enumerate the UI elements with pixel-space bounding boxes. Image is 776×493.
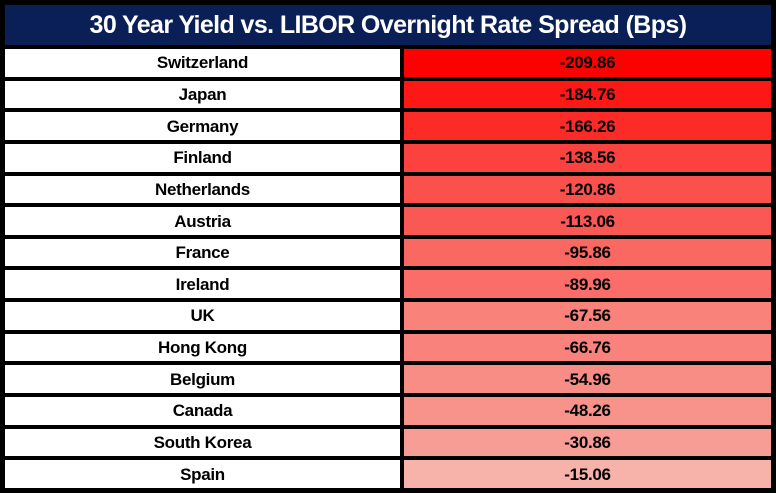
table-row: Spain -15.06 bbox=[5, 456, 771, 488]
table-row: Ireland -89.96 bbox=[5, 266, 771, 299]
table-row: South Korea -30.86 bbox=[5, 424, 771, 457]
country-cell: Canada bbox=[5, 397, 404, 425]
value-cell: -113.06 bbox=[404, 207, 771, 235]
value-cell: -138.56 bbox=[404, 143, 771, 172]
country-cell: Germany bbox=[5, 112, 404, 140]
table-row: Austria -113.06 bbox=[5, 203, 771, 235]
country-cell: Spain bbox=[5, 460, 404, 488]
value-cell: -120.86 bbox=[404, 175, 771, 204]
value-cell: -89.96 bbox=[404, 270, 771, 299]
country-cell: Switzerland bbox=[5, 49, 404, 77]
value-cell: -66.76 bbox=[404, 333, 771, 362]
value-cell: -15.06 bbox=[404, 460, 771, 488]
rows-container: Switzerland -209.86 Japan -184.76 German… bbox=[5, 45, 771, 488]
country-cell: Finland bbox=[5, 143, 404, 172]
value-cell: -67.56 bbox=[404, 302, 771, 330]
table-row: Netherlands -120.86 bbox=[5, 171, 771, 204]
table-row: Hong Kong -66.76 bbox=[5, 329, 771, 362]
value-cell: -48.26 bbox=[404, 397, 771, 425]
country-cell: UK bbox=[5, 302, 404, 330]
value-cell: -209.86 bbox=[404, 49, 771, 77]
country-cell: Ireland bbox=[5, 270, 404, 299]
country-cell: Belgium bbox=[5, 365, 404, 394]
country-cell: Hong Kong bbox=[5, 333, 404, 362]
table-row: France -95.86 bbox=[5, 234, 771, 267]
table-row: Belgium -54.96 bbox=[5, 361, 771, 394]
value-cell: -54.96 bbox=[404, 365, 771, 394]
table-row: Switzerland -209.86 bbox=[5, 45, 771, 77]
table-row: Finland -138.56 bbox=[5, 139, 771, 172]
value-cell: -95.86 bbox=[404, 238, 771, 267]
value-cell: -30.86 bbox=[404, 428, 771, 457]
value-cell: -184.76 bbox=[404, 80, 771, 109]
table-row: Germany -166.26 bbox=[5, 108, 771, 140]
value-cell: -166.26 bbox=[404, 112, 771, 140]
table-row: Japan -184.76 bbox=[5, 76, 771, 109]
country-cell: France bbox=[5, 238, 404, 267]
table-title: 30 Year Yield vs. LIBOR Overnight Rate S… bbox=[5, 5, 771, 45]
table-row: UK -67.56 bbox=[5, 298, 771, 330]
country-cell: Japan bbox=[5, 80, 404, 109]
country-cell: South Korea bbox=[5, 428, 404, 457]
table-row: Canada -48.26 bbox=[5, 393, 771, 425]
country-cell: Netherlands bbox=[5, 175, 404, 204]
country-cell: Austria bbox=[5, 207, 404, 235]
